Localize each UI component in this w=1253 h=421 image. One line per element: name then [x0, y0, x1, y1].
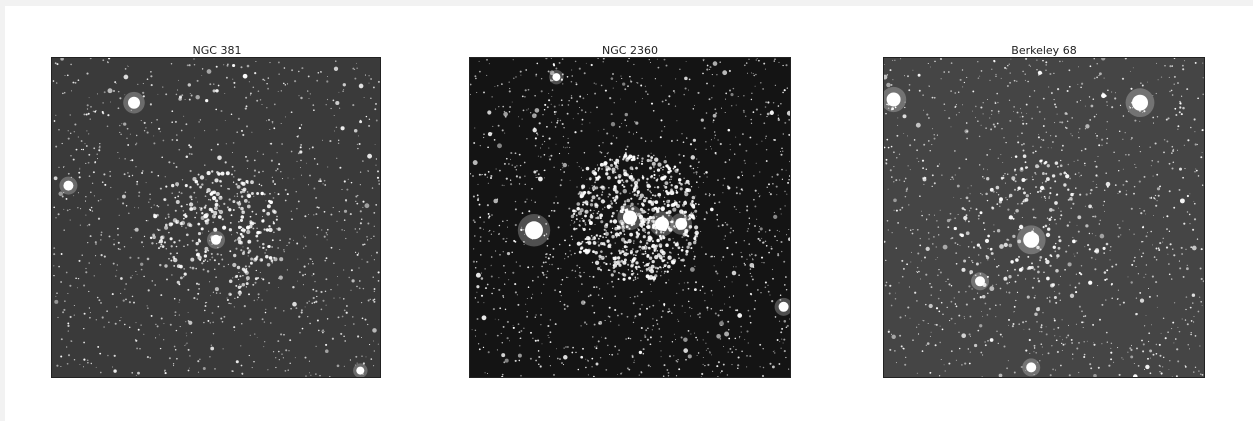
panel-title: NGC 2360: [602, 44, 658, 57]
starfield-image: [469, 57, 791, 378]
starfield-image: [51, 57, 381, 378]
figure-canvas: NGC 381 NGC 2360 Berkeley 68: [5, 6, 1253, 421]
starfield-image: [883, 57, 1205, 378]
panel-title: Berkeley 68: [1011, 44, 1077, 57]
panel-title: NGC 381: [192, 44, 242, 57]
